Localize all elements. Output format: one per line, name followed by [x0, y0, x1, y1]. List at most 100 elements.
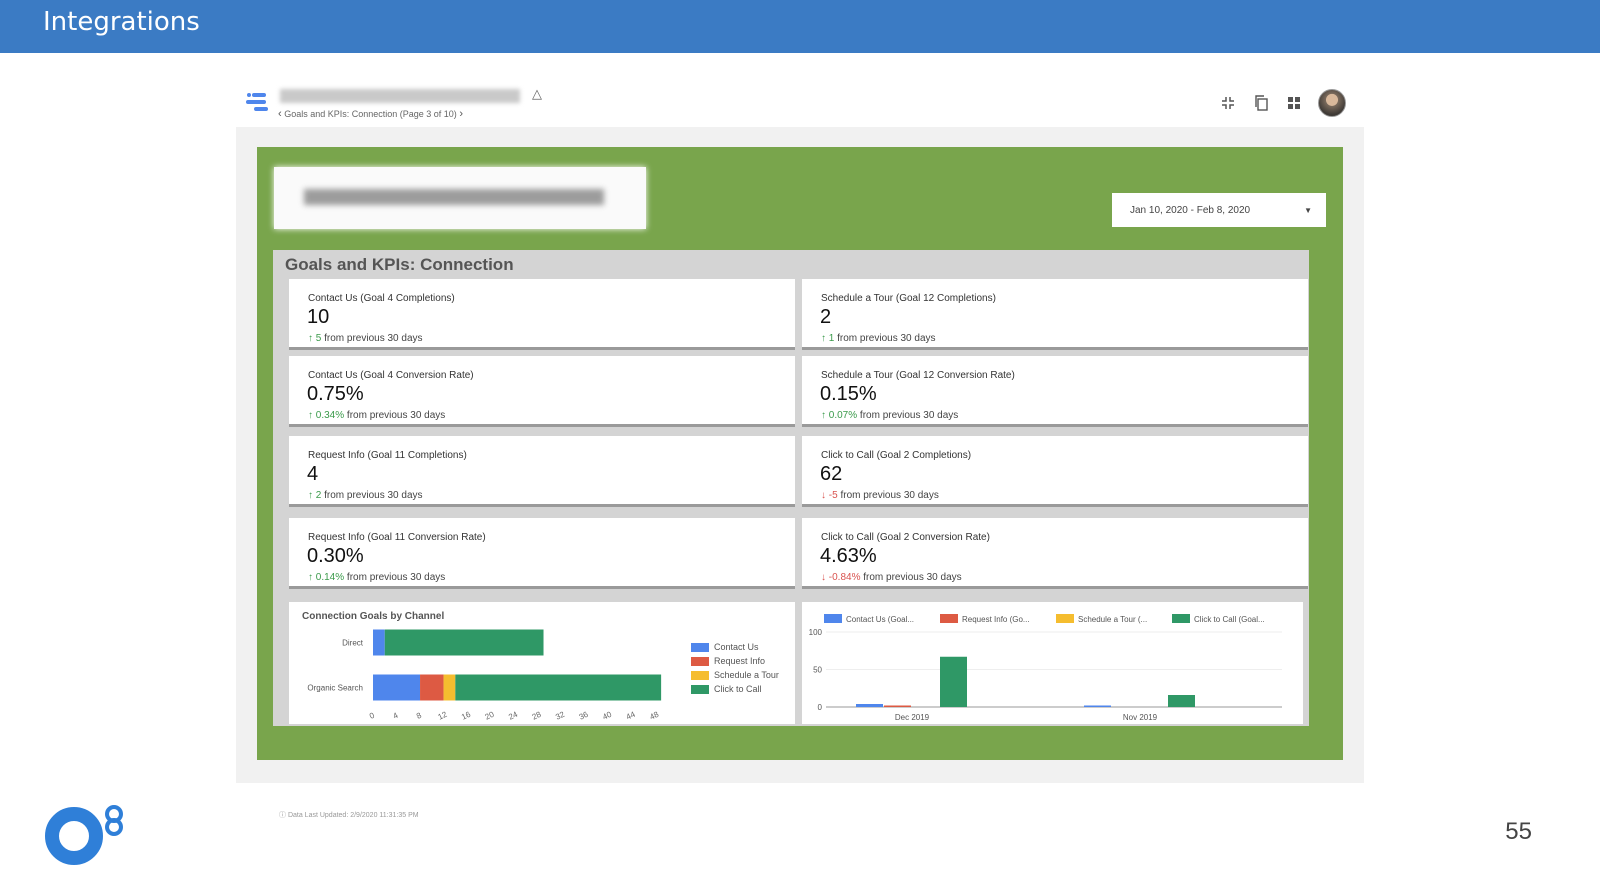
- legend-label: Request Info: [714, 656, 766, 666]
- kpi-label: Request Info (Goal 11 Completions): [308, 450, 467, 461]
- legend-item[interactable]: Schedule a Tour: [691, 670, 779, 680]
- x-tick-label: Dec 2019: [895, 713, 930, 722]
- kpi-delta: 0.34%: [315, 410, 345, 421]
- trend-arrow-icon: ↓: [821, 490, 826, 501]
- kpi-delta-suffix: from previous 30 days: [863, 572, 962, 583]
- kpi-value: 4.63%: [820, 545, 877, 567]
- slide-header: Integrations: [0, 0, 1600, 53]
- kpi-delta: 2: [315, 490, 322, 501]
- trend-arrow-icon: ↓: [821, 572, 826, 583]
- kpi-delta-suffix: from previous 30 days: [837, 333, 936, 344]
- kpi-delta-suffix: from previous 30 days: [346, 572, 446, 583]
- drive-icon[interactable]: △: [532, 86, 542, 101]
- dropdown-caret-icon: ▼: [1304, 205, 1312, 215]
- page-number: 55: [1505, 818, 1532, 845]
- kpi-card: Request Info (Goal 11 Completions) 4 ↑ 2 f…: [289, 436, 795, 507]
- trend-arrow-icon: ↑: [821, 410, 826, 421]
- kpi-value: 0.15%: [820, 383, 877, 405]
- legend-swatch: [824, 614, 842, 623]
- bar: [884, 705, 911, 707]
- bar: [1168, 695, 1195, 707]
- kpi-change: ↑ 2 from previous 30 days: [308, 490, 423, 501]
- legend-item[interactable]: Request Info: [691, 656, 779, 666]
- legend-label: Schedule a Tour (...: [1078, 615, 1147, 624]
- kpi-card: Contact Us (Goal 4 Conversion Rate) 0.75%…: [289, 356, 795, 427]
- kpi-delta: -0.84%: [828, 572, 861, 583]
- slide-title: Integrations: [43, 7, 200, 37]
- legend-item[interactable]: Contact Us: [691, 642, 779, 652]
- kpi-delta: 0.14%: [315, 572, 345, 583]
- kpi-change: ↑ 5 from previous 30 days: [308, 333, 423, 344]
- date-range-picker[interactable]: Jan 10, 2020 - Feb 8, 2020 ▼: [1112, 193, 1326, 227]
- kpi-delta-suffix: from previous 30 days: [324, 333, 423, 344]
- category-label: Direct: [342, 639, 364, 648]
- legend-swatch: [691, 670, 709, 680]
- kpi-change: ↑ 0.34% from previous 30 days: [308, 410, 445, 421]
- legend-label: Request Info (Go...: [962, 615, 1030, 624]
- user-avatar[interactable]: [1318, 89, 1346, 117]
- exit-fullscreen-icon[interactable]: [1219, 94, 1237, 112]
- x-tick-label: 44: [625, 710, 637, 722]
- kpi-change: ↓ -5 from previous 30 days: [821, 490, 939, 501]
- copy-icon[interactable]: [1252, 94, 1270, 112]
- bar-segment: [420, 674, 444, 701]
- x-tick-label: 24: [507, 710, 519, 722]
- kpi-value: 0.75%: [307, 383, 364, 405]
- legend-label: Click to Call (Goal...: [1194, 615, 1265, 624]
- x-tick-label: 8: [415, 710, 423, 720]
- goals-panel: Goals and KPIs: Connection Contact Us (G…: [273, 250, 1309, 726]
- page-name: Goals and KPIs: Connection (Page 3 of 10…: [284, 109, 457, 119]
- kpi-value: 62: [820, 463, 843, 485]
- kpi-value: 10: [307, 306, 330, 328]
- kpi-change: ↑ 1 from previous 30 days: [821, 333, 936, 344]
- kpi-delta: -5: [828, 490, 838, 501]
- kpi-card: Request Info (Goal 11 Conversion Rate) 0.…: [289, 518, 795, 589]
- kpi-value: 0.30%: [307, 545, 364, 567]
- o8-logo: [45, 805, 123, 865]
- trend-arrow-icon: ↑: [308, 572, 313, 583]
- prev-page-button[interactable]: ‹: [278, 108, 282, 120]
- data-studio-logo-icon[interactable]: [246, 91, 272, 115]
- kpi-delta-suffix: from previous 30 days: [324, 490, 423, 501]
- kpi-change: ↑ 0.07% from previous 30 days: [821, 410, 958, 421]
- kpi-label: Click to Call (Goal 2 Conversion Rate): [821, 532, 990, 543]
- kpi-label: Click to Call (Goal 2 Completions): [821, 450, 972, 461]
- x-tick-label: 28: [531, 710, 543, 722]
- legend-swatch: [940, 614, 958, 623]
- legend-swatch: [691, 684, 709, 694]
- monthly-chart-card: Contact Us (Goal... Request Info (Go... Sc…: [802, 602, 1303, 724]
- bar-segment: [373, 629, 385, 656]
- bar: [940, 656, 967, 707]
- legend-item[interactable]: Click to Call: [691, 684, 779, 694]
- x-tick-label: 12: [437, 710, 449, 722]
- legend-label: Contact Us: [714, 642, 759, 652]
- x-tick-label: 0: [368, 710, 376, 720]
- x-tick-label: 4: [392, 710, 400, 720]
- report-canvas: Jan 10, 2020 - Feb 8, 2020 ▼ Goals and K…: [257, 147, 1343, 819]
- legend-swatch: [1056, 614, 1074, 623]
- x-tick-label: 40: [601, 710, 613, 722]
- bar-segment: [384, 629, 544, 656]
- legend-label: Contact Us (Goal...: [846, 615, 914, 624]
- kpi-card: Click to Call (Goal 2 Completions) 62 ↓ -5…: [802, 436, 1308, 507]
- datastudio-screenshot: △ ‹ Goals and KPIs: Connection (Page 3 o…: [236, 83, 1364, 819]
- legend-swatch: [691, 642, 709, 652]
- kpi-card: Click to Call (Goal 2 Conversion Rate) 4.…: [802, 518, 1308, 589]
- next-page-button[interactable]: ›: [459, 108, 463, 120]
- kpi-card: Schedule a Tour (Goal 12 Conversion Rate…: [802, 356, 1308, 427]
- date-range-value: Jan 10, 2020 - Feb 8, 2020: [1130, 204, 1251, 216]
- kpi-label: Contact Us (Goal 4 Completions): [308, 293, 455, 304]
- kpi-delta-suffix: from previous 30 days: [859, 410, 959, 421]
- bar-segment: [455, 674, 662, 701]
- trend-arrow-icon: ↑: [308, 490, 313, 501]
- y-tick-label: 100: [809, 628, 823, 637]
- kpi-label: Request Info (Goal 11 Conversion Rate): [308, 532, 486, 543]
- kpi-delta: 5: [315, 333, 322, 344]
- kpi-card: Contact Us (Goal 4 Completions) 10 ↑ 5 fro…: [289, 279, 795, 350]
- page-breadcrumb: ‹ Goals and KPIs: Connection (Page 3 of …: [278, 108, 463, 120]
- report-name-redacted: [280, 89, 520, 103]
- kpi-delta: 0.07%: [828, 410, 858, 421]
- apps-grid-icon[interactable]: [1285, 94, 1303, 112]
- bar-segment: [443, 674, 456, 701]
- kpi-value: 2: [820, 306, 832, 328]
